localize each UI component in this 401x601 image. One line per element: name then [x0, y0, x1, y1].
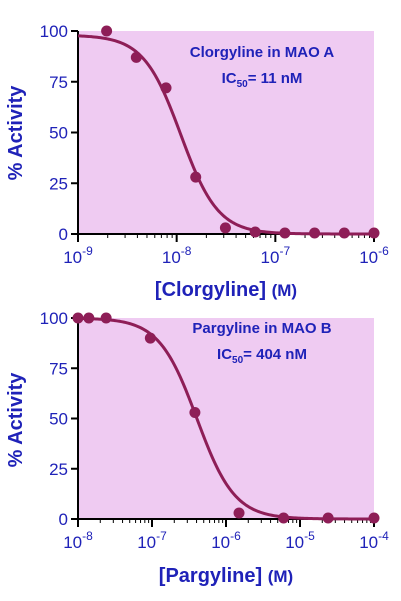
y-axis-label: % Activity	[5, 85, 27, 181]
data-point	[338, 227, 350, 239]
data-point	[278, 512, 290, 524]
y-tick-label: 100	[40, 309, 68, 328]
annotation-ic50: IC50= 11 nM	[222, 70, 303, 90]
data-point	[309, 227, 321, 239]
x-tick-label: 10-9	[63, 244, 93, 267]
y-tick-label: 0	[59, 225, 68, 244]
annotation-title: Pargyline in MAO B	[192, 320, 331, 337]
data-point	[233, 507, 245, 519]
x-tick-label: 10-6	[359, 244, 389, 267]
annotation-title: Clorgyline in MAO A	[190, 44, 335, 61]
y-tick-label: 100	[40, 22, 68, 41]
data-point	[190, 171, 202, 183]
data-point	[249, 226, 261, 238]
x-axis-label: [Clorgyline] (M)	[155, 279, 297, 301]
x-tick-label: 10-8	[162, 244, 192, 267]
y-tick-label: 75	[49, 73, 68, 92]
y-tick-label: 25	[49, 460, 68, 479]
chart-panel-pargyline: 0 25 50 75 100 10-8 10-7 10-6 10-5 10-4 % Activity…	[5, 309, 389, 587]
data-point	[100, 312, 112, 324]
annotation-ic50: IC50= 404 nM	[217, 346, 307, 366]
data-point	[160, 82, 172, 94]
x-tick-label: 10-5	[285, 529, 315, 552]
y-tick-label: 25	[49, 174, 68, 193]
y-tick-label: 0	[59, 510, 68, 529]
data-point	[219, 222, 231, 234]
data-point	[130, 51, 142, 63]
data-point	[83, 312, 95, 324]
chart-panel-clorgyline: 0 25 50 75 100 10-9 10-8 10-7 10-6 % Activity [Clo…	[5, 22, 389, 301]
data-point	[144, 332, 156, 344]
data-point	[101, 25, 113, 37]
fit-curve	[77, 34, 374, 236]
y-tick-label: 50	[49, 124, 68, 143]
data-point	[189, 406, 201, 418]
x-tick-label: 10-7	[261, 244, 291, 267]
plot-area	[78, 31, 374, 234]
data-point	[72, 312, 84, 324]
data-point	[322, 512, 334, 524]
data-point	[368, 227, 380, 239]
x-tick-label: 10-7	[137, 529, 167, 552]
x-tick-label: 10-6	[211, 529, 241, 552]
x-axis-label: [Pargyline] (M)	[159, 565, 293, 587]
x-tick-label: 10-8	[63, 529, 93, 552]
y-tick-label: 75	[49, 359, 68, 378]
x-tick-label: 10-4	[359, 529, 389, 552]
data-point	[279, 227, 291, 239]
y-axis-label: % Activity	[5, 372, 27, 468]
data-point	[368, 512, 380, 524]
y-tick-label: 50	[49, 410, 68, 429]
